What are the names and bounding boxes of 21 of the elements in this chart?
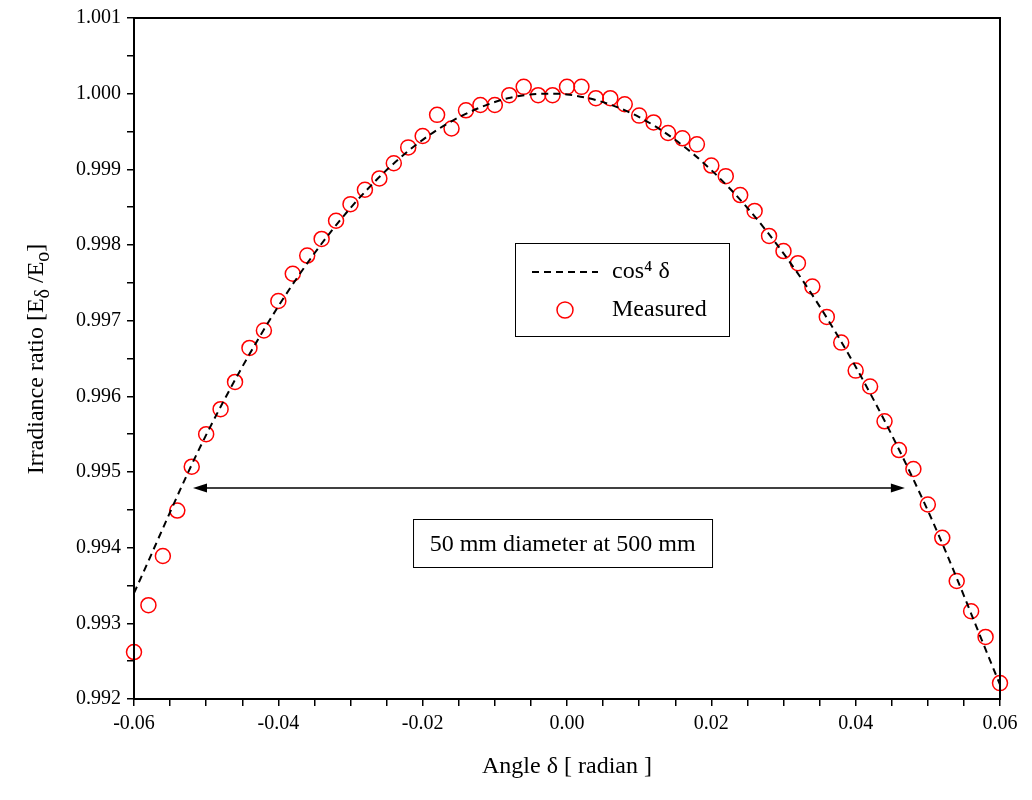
legend-label: Measured [612, 295, 707, 323]
x-tick-label: 0.04 [838, 711, 874, 734]
x-tick-label: -0.04 [257, 711, 300, 734]
x-tick-label: 0.02 [693, 711, 729, 734]
annotation: 50 mm diameter at 500 mm [412, 518, 713, 568]
y-tick-label: 0.992 [76, 686, 121, 709]
y-tick-label: 1.001 [76, 5, 121, 28]
x-axis-title: Angle δ [ radian ] [482, 752, 652, 779]
y-tick-label: 0.995 [76, 459, 121, 482]
y-tick-label: 0.996 [76, 383, 121, 406]
y-tick-label: 0.994 [76, 534, 121, 557]
x-tick-label: -0.06 [113, 711, 155, 734]
y-tick-label: 0.997 [76, 307, 121, 330]
x-tick-label: 0.00 [549, 711, 585, 734]
y-tick-label: 0.998 [76, 232, 121, 255]
y-tick-label: 0.999 [76, 156, 121, 179]
y-tick-label: 1.000 [76, 80, 121, 103]
x-tick-label: 0.06 [982, 711, 1018, 734]
y-tick-label: 0.993 [76, 610, 121, 633]
x-tick-label: -0.02 [401, 711, 444, 734]
legend-label: cos⁴ δ [612, 257, 670, 285]
